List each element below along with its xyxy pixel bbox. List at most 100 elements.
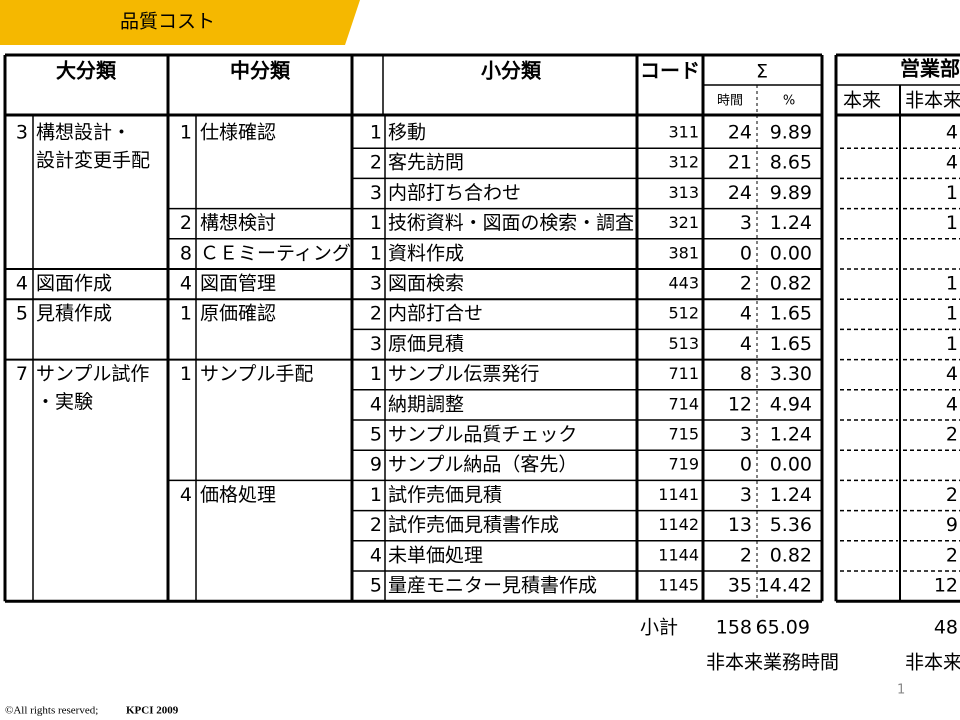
minor-label: 量産モニター見積書作成 (388, 575, 597, 597)
middle-num: 1 (180, 122, 192, 144)
code: 443 (668, 274, 699, 293)
percent: 3.30 (770, 363, 812, 385)
minor-num: 4 (370, 393, 382, 415)
minor-label: 技術資料・図面の検索・調査 (388, 212, 634, 234)
minor-label: 未単価処理 (388, 544, 483, 566)
code: 312 (668, 153, 699, 172)
header-hours: 時間 (717, 94, 743, 109)
middle-label: 仕様確認 (200, 122, 276, 144)
subtotal-label: 小計 (640, 617, 678, 639)
major-label: 見積作成 (36, 303, 112, 325)
middle-num: 8 (180, 242, 192, 264)
minor-label: 内部打合せ (388, 303, 483, 325)
percent: 1.24 (770, 424, 812, 446)
percent: 4.94 (770, 393, 812, 415)
percent: 1.65 (770, 333, 812, 355)
header-sigma: Σ (756, 61, 768, 83)
minor-num: 5 (370, 424, 382, 446)
percent: 1.65 (770, 303, 812, 325)
code: 711 (668, 364, 699, 383)
code: 719 (668, 455, 699, 474)
middle-label: 原価確認 (200, 303, 276, 325)
percent: 5.36 (770, 514, 812, 536)
minor-label: 客先訪問 (388, 152, 464, 174)
side-value: 4 (946, 152, 958, 174)
major-num: 4 (16, 273, 28, 295)
side-value: 4 (946, 122, 958, 144)
page-number: 1 (897, 683, 905, 698)
side-value: 12 (934, 575, 958, 597)
hours: 3 (740, 484, 752, 506)
code: 313 (668, 183, 699, 202)
minor-num: 1 (370, 242, 382, 264)
percent: 9.89 (770, 122, 812, 144)
code: 513 (668, 334, 699, 353)
header-code: コード (640, 59, 700, 83)
hours: 4 (740, 333, 752, 355)
minor-num: 1 (370, 122, 382, 144)
side-value: 4 (946, 393, 958, 415)
code: 512 (668, 304, 699, 323)
minor-num: 3 (370, 182, 382, 204)
major-label: ・実験 (36, 391, 93, 413)
percent: 1.24 (770, 484, 812, 506)
side-value: 1 (946, 333, 958, 355)
major-num: 5 (16, 303, 28, 325)
minor-label: サンプル品質チェック (388, 424, 577, 446)
side-value: 1 (946, 273, 958, 295)
middle-num: 4 (180, 484, 192, 506)
hours: 2 (740, 544, 752, 566)
percent: 1.24 (770, 212, 812, 234)
header-middle: 中分類 (230, 59, 291, 83)
percent: 0.82 (770, 273, 812, 295)
side-value: 2 (946, 484, 958, 506)
middle-label: サンプル手配 (200, 363, 313, 385)
footer-label: 非本来業務時間 (706, 652, 839, 674)
minor-label: 納期調整 (388, 393, 464, 415)
major-label: サンプル試作 (36, 363, 149, 385)
side-value: 9 (946, 514, 958, 536)
side-value: 1 (946, 212, 958, 234)
side-col2: 非本来 (905, 90, 960, 112)
copyright-company: KPCI 2009 (126, 705, 179, 717)
side-value: 2 (946, 544, 958, 566)
minor-num: 3 (370, 333, 382, 355)
slide-title: 品質コスト (120, 11, 215, 33)
side-value: 1 (946, 182, 958, 204)
minor-num: 1 (370, 363, 382, 385)
side-value: 1 (946, 303, 958, 325)
minor-label: サンプル伝票発行 (388, 363, 539, 385)
major-label: 図面作成 (36, 273, 112, 295)
hours: 4 (740, 303, 752, 325)
hours: 0 (740, 454, 752, 476)
code: 311 (668, 123, 699, 142)
hours: 3 (740, 424, 752, 446)
hours: 12 (728, 393, 752, 415)
copyright: ©All rights reserved; (5, 705, 98, 717)
hours: 24 (728, 182, 752, 204)
side-value: 4 (946, 363, 958, 385)
minor-num: 3 (370, 273, 382, 295)
minor-num: 9 (370, 454, 382, 476)
minor-label: 内部打ち合わせ (388, 182, 521, 204)
middle-label: ＣＥミーティング (200, 242, 351, 264)
middle-label: 構想検討 (200, 212, 276, 234)
subtotal-hours: 158 (716, 617, 752, 639)
code: 1142 (658, 515, 699, 534)
side-title: 営業部 (900, 57, 960, 81)
major-label: 構想設計・ (36, 122, 131, 144)
hours: 24 (728, 122, 752, 144)
title-bar (0, 0, 360, 45)
minor-num: 2 (370, 152, 382, 174)
minor-num: 1 (370, 212, 382, 234)
side-col1: 本来 (843, 90, 881, 112)
minor-num: 1 (370, 484, 382, 506)
side-value: 2 (946, 424, 958, 446)
minor-num: 2 (370, 303, 382, 325)
middle-num: 1 (180, 363, 192, 385)
minor-num: 4 (370, 544, 382, 566)
code: 1141 (658, 485, 699, 504)
minor-num: 2 (370, 514, 382, 536)
header-major: 大分類 (56, 59, 117, 83)
